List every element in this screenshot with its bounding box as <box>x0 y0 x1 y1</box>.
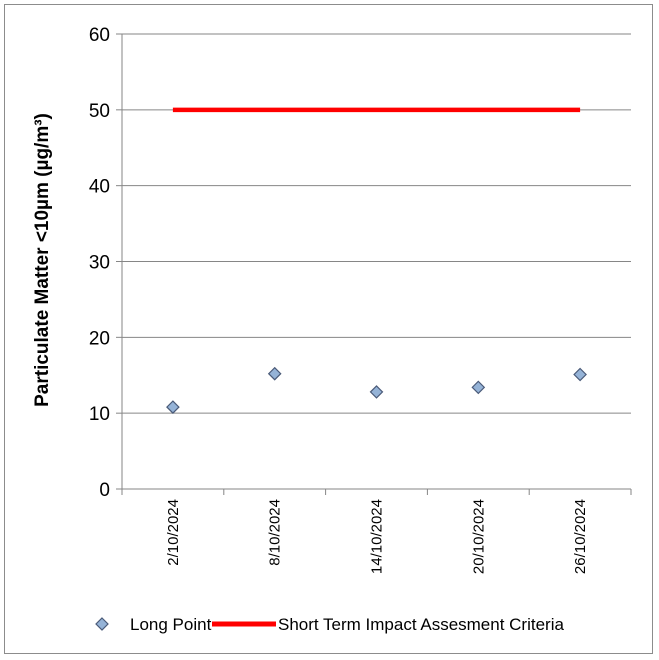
legend-item-long-point: Long Point <box>95 615 212 634</box>
data-point-diamond <box>267 366 282 381</box>
legend-diamond-marker <box>95 617 109 631</box>
x-tick-label: 2/10/2024 <box>165 499 182 566</box>
y-tick-label: 10 <box>89 404 110 425</box>
y-axis-label: Particulate Matter <10µm (µg/m³) <box>32 113 53 407</box>
x-tick-label: 26/10/2024 <box>572 499 589 574</box>
legend-label-long-point: Long Point <box>130 615 212 634</box>
y-tick-label: 30 <box>89 253 110 274</box>
y-tick-label: 40 <box>89 177 110 198</box>
chart-frame <box>4 4 653 654</box>
x-tick-labels: 2/10/2024 8/10/2024 14/10/2024 20/10/2024 26… <box>165 499 589 574</box>
series-layer <box>166 107 587 414</box>
data-point-diamond <box>166 400 180 414</box>
x-tick-label: 20/10/2024 <box>470 499 487 574</box>
x-tick-label: 8/10/2024 <box>267 499 284 566</box>
x-tick-label: 14/10/2024 <box>369 499 386 574</box>
y-tick-label: 50 <box>89 101 110 122</box>
y-tick-label: 60 <box>89 25 110 46</box>
data-point-diamond <box>369 385 384 399</box>
y-tick-label: 0 <box>99 480 110 501</box>
legend-item-criteria: Short Term Impact Assesment Criteria <box>212 615 564 634</box>
gridlines <box>122 33 631 414</box>
legend-label-criteria: Short Term Impact Assesment Criteria <box>278 615 564 634</box>
y-tick-label: 20 <box>89 328 110 349</box>
legend: Long Point Short Term Impact Assesment C… <box>95 615 564 634</box>
data-point-diamond <box>471 380 486 395</box>
y-tick-labels: 0 10 20 30 40 50 60 <box>89 25 110 501</box>
axes <box>116 33 632 495</box>
data-point-diamond <box>573 367 587 382</box>
